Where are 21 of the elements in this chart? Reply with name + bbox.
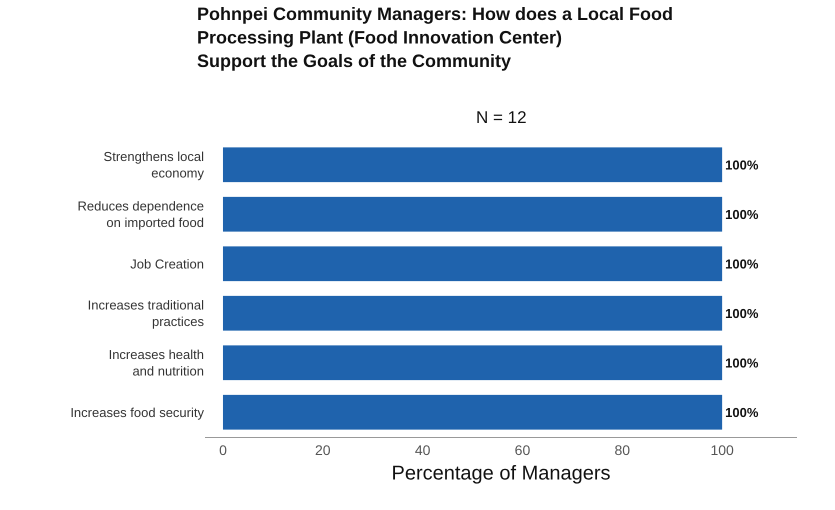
data-label: 100% xyxy=(725,157,759,172)
x-tick-label: 20 xyxy=(315,442,331,458)
chart-subtitle: N = 12 xyxy=(476,108,527,127)
y-tick-label: Job Creation xyxy=(130,256,204,272)
x-tick-label: 80 xyxy=(614,442,630,458)
y-tick-label: Strengthens local economy xyxy=(104,148,204,181)
y-tick-label: Reduces dependence on imported food xyxy=(78,198,204,230)
y-tick-label: Increases health and nutrition xyxy=(108,346,204,379)
data-label: 100% xyxy=(725,306,759,321)
chart-title: Pohnpei Community Managers: How does a Local Food Processing Plant (Food Innovation Center) Support the Goals of the Community xyxy=(197,4,674,71)
data-label: 100% xyxy=(725,355,759,370)
x-axis-title: Percentage of Managers xyxy=(391,462,611,484)
x-tick-label: 0 xyxy=(219,442,228,458)
data-label: 100% xyxy=(725,206,759,222)
x-tick-label: 60 xyxy=(514,442,530,458)
x-tick-label: 100 xyxy=(710,442,734,458)
y-tick-label: Increases traditional practices xyxy=(88,297,204,330)
data-label: 100% xyxy=(725,404,759,420)
x-tick-label: 40 xyxy=(414,442,431,458)
y-tick-label: Increases food security xyxy=(70,404,204,420)
data-label: 100% xyxy=(725,256,759,272)
